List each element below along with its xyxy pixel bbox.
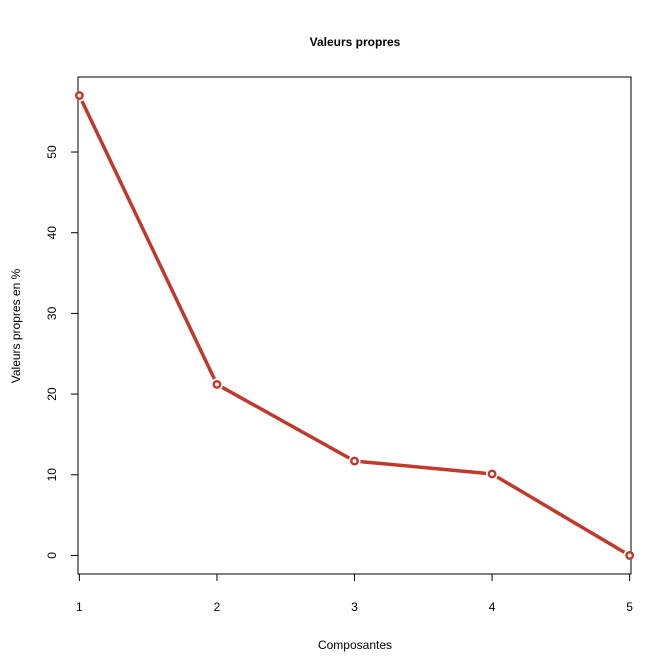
x-tick-label: 3 xyxy=(351,600,358,614)
series-line-segment xyxy=(496,475,626,554)
series-layer xyxy=(74,91,635,560)
x-axis-title: Composantes xyxy=(318,638,392,652)
chart-title: Valeurs propres xyxy=(310,35,401,49)
y-tick-label: 20 xyxy=(45,387,59,401)
data-point xyxy=(487,469,497,479)
x-axis: 1 2 3 4 5 xyxy=(76,573,633,614)
series-line-segment xyxy=(360,459,487,476)
y-tick-label: 10 xyxy=(45,468,59,482)
series-line-segment xyxy=(221,385,351,460)
series-line-segment xyxy=(80,100,216,380)
data-point xyxy=(350,456,359,466)
y-tick-label: 0 xyxy=(45,552,59,559)
y-tick-label: 50 xyxy=(45,145,59,159)
y-tick-label: 40 xyxy=(45,226,59,240)
y-tick-label: 30 xyxy=(45,306,59,320)
y-axis: 0 10 20 30 40 50 xyxy=(45,145,79,559)
x-tick-label: 2 xyxy=(214,600,221,614)
x-tick-label: 5 xyxy=(626,600,633,614)
y-axis-title: Valeurs propres en % xyxy=(9,268,23,383)
x-tick-label: 4 xyxy=(489,600,496,614)
data-point xyxy=(74,91,84,101)
data-point xyxy=(625,550,635,560)
x-tick-label: 1 xyxy=(76,600,83,614)
data-point xyxy=(212,379,222,389)
plot-frame xyxy=(77,76,632,575)
